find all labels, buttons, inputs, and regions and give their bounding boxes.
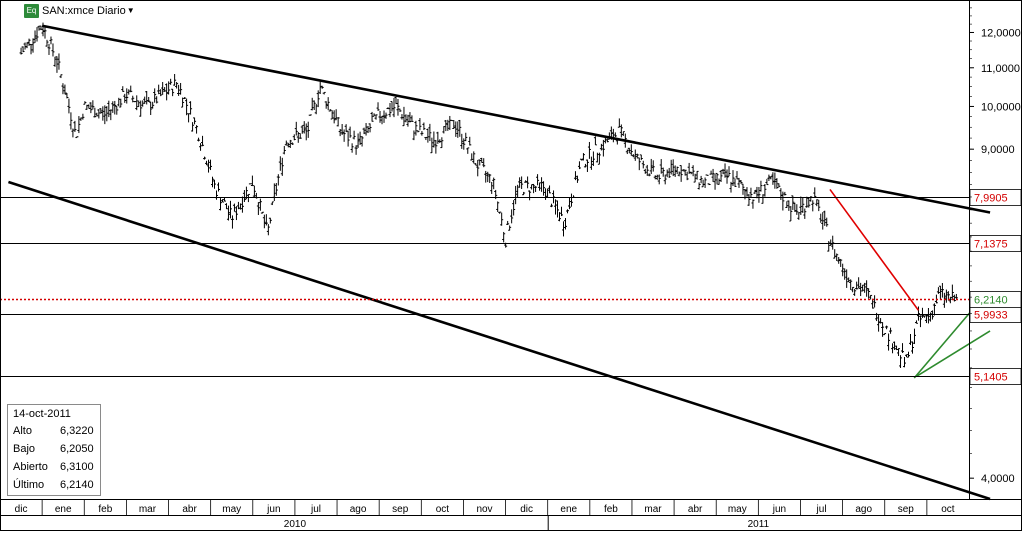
month-label: ene: [560, 504, 577, 515]
month-label: ago: [855, 504, 872, 515]
month-label: feb: [604, 504, 618, 515]
month-label: jul: [816, 504, 827, 515]
month-label: feb: [98, 504, 112, 515]
month-label: dic: [15, 504, 28, 515]
price-bar: [450, 120, 453, 121]
month-label: oct: [436, 504, 450, 515]
month-label: ago: [350, 504, 367, 515]
month-label: jun: [266, 504, 280, 515]
month-label: ene: [55, 504, 72, 515]
month-label: abr: [688, 504, 703, 515]
info-row-low: Bajo 6,2050: [13, 441, 96, 457]
month-label: sep: [898, 504, 915, 515]
month-label: jul: [310, 504, 321, 515]
info-row-high: Alto 6,3220: [13, 423, 96, 439]
info-value: 6,2140: [60, 477, 94, 493]
info-label: Último: [13, 477, 44, 493]
info-label: Alto: [13, 423, 32, 439]
info-value: 6,2050: [60, 441, 94, 457]
info-label: Bajo: [13, 441, 35, 457]
month-label: mar: [139, 504, 157, 515]
info-date: 14-oct-2011: [13, 406, 96, 422]
info-value: 6,3220: [60, 423, 94, 439]
month-label: sep: [392, 504, 409, 515]
month-label: dic: [520, 504, 533, 515]
month-label: mar: [644, 504, 662, 515]
level-price-label: 5,1405: [974, 372, 1008, 384]
info-row-open: Abierto 6,3100: [13, 459, 96, 475]
info-value: 6,3100: [60, 459, 94, 475]
chart-header[interactable]: Eq SAN:xmce Diario ▼: [24, 3, 135, 18]
month-label: abr: [182, 504, 197, 515]
info-box: 14-oct-2011 Alto 6,3220 Bajo 6,2050 Abiert…: [7, 404, 101, 496]
last-price-label: 6,2140: [974, 295, 1008, 307]
y-tick-label: 11,0000: [981, 63, 1020, 75]
month-label: may: [222, 504, 241, 515]
level-price-label: 5,9933: [974, 310, 1008, 322]
y-tick-label: 4,0000: [981, 473, 1015, 485]
month-label: oct: [941, 504, 955, 515]
chart-title: SAN:xmce Diario: [42, 5, 126, 17]
info-label: Abierto: [13, 459, 48, 475]
caret-down-icon[interactable]: ▼: [127, 6, 135, 15]
month-label: nov: [476, 504, 492, 515]
month-label: jun: [772, 504, 786, 515]
y-tick-label: 10,0000: [981, 101, 1021, 113]
y-tick-label: 9,0000: [981, 144, 1015, 156]
year-label: 2010: [284, 519, 307, 530]
month-label: may: [728, 504, 747, 515]
level-price-label: 7,1375: [974, 239, 1008, 251]
level-price-label: 7,9905: [974, 193, 1008, 205]
equity-badge-icon: Eq: [24, 4, 39, 18]
info-row-last: Último 6,2140: [13, 477, 96, 493]
year-label: 2011: [748, 519, 770, 530]
y-tick-label: 12,0000: [981, 27, 1021, 39]
